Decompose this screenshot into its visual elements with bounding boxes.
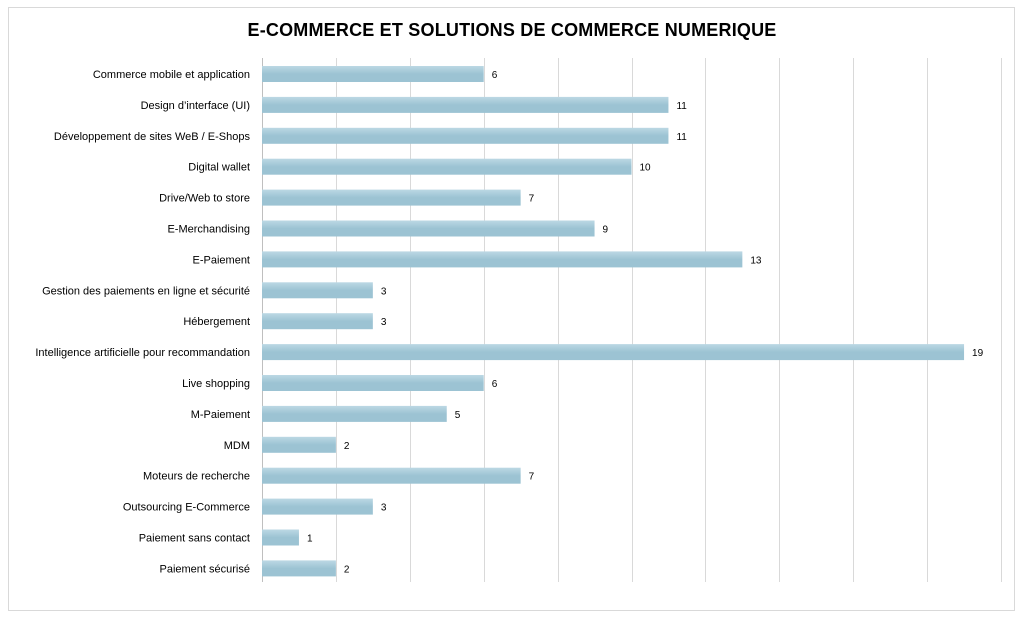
value-labels: 6 11 11 10 7 9 13 3 3 19 6 5 2 7 3 1 2: [307, 70, 984, 575]
value-label: 10: [640, 163, 652, 174]
category-label: Commerce mobile et application: [93, 69, 250, 81]
bar: [262, 220, 595, 237]
category-label: Gestion des paiements en ligne et sécuri…: [42, 285, 250, 297]
category-label: E-Merchandising: [167, 224, 250, 236]
value-label: 7: [529, 472, 535, 483]
category-label: Intelligence artificielle pour recommand…: [35, 347, 250, 359]
category-label: Digital wallet: [188, 162, 250, 174]
value-label: 19: [972, 348, 984, 359]
bar: [262, 498, 373, 515]
value-label: 7: [529, 194, 535, 205]
bar: [262, 189, 521, 206]
value-label: 3: [381, 503, 387, 514]
value-label: 11: [676, 101, 687, 112]
category-label: Paiement sans contact: [139, 533, 250, 545]
category-label: Drive/Web to store: [159, 193, 250, 205]
category-label: Paiement sécurisé: [160, 563, 251, 575]
category-label: E-Paiement: [193, 254, 250, 266]
category-labels: Commerce mobile et application Design d’i…: [35, 69, 250, 575]
chart-title: E-COMMERCE ET SOLUTIONS DE COMMERCE NUME…: [247, 20, 777, 40]
value-label: 3: [381, 286, 387, 297]
value-label: 2: [344, 564, 350, 575]
category-label: Hébergement: [183, 316, 250, 328]
gridlines: [262, 58, 1002, 582]
bar: [262, 282, 373, 299]
category-label: Live shopping: [182, 378, 250, 390]
bar: [262, 467, 521, 484]
value-label: 1: [307, 534, 313, 545]
bar: [262, 344, 965, 361]
bars: [262, 66, 965, 577]
bar: [262, 127, 669, 144]
value-label: 6: [492, 379, 498, 390]
bar: [262, 560, 336, 577]
value-label: 11: [676, 132, 687, 143]
category-label: Moteurs de recherche: [143, 471, 250, 483]
bar: [262, 529, 299, 546]
value-label: 6: [492, 70, 498, 81]
category-label: Design d’interface (UI): [141, 100, 250, 112]
category-label: M-Paiement: [191, 409, 250, 421]
bar: [262, 66, 484, 82]
value-label: 5: [455, 410, 461, 421]
value-label: 13: [750, 255, 762, 266]
bar: [262, 158, 632, 175]
category-label: Outsourcing E-Commerce: [123, 502, 250, 514]
bar: [262, 313, 373, 330]
category-label: MDM: [224, 440, 250, 452]
value-label: 9: [603, 225, 609, 236]
bar: [262, 436, 336, 453]
bar: [262, 96, 669, 113]
category-label: Développement de sites WeB / E-Shops: [54, 131, 251, 143]
bar: [262, 375, 484, 391]
value-label: 2: [344, 441, 350, 452]
bar: [262, 251, 743, 268]
bar: [262, 405, 447, 422]
value-label: 3: [381, 317, 387, 328]
